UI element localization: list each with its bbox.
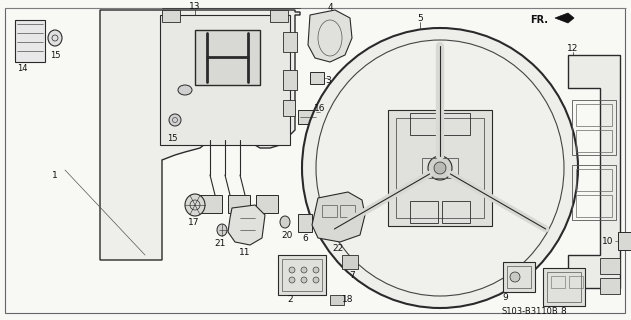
Bar [160,15,290,145]
Text: 3: 3 [325,76,331,84]
Bar [278,255,326,295]
Text: 2: 2 [287,295,293,305]
Polygon shape [568,55,620,288]
Bar [600,278,620,294]
Bar [388,110,492,226]
Polygon shape [555,13,574,23]
Bar [576,169,612,191]
Bar [283,32,297,52]
Ellipse shape [313,277,319,283]
Polygon shape [228,205,265,245]
Text: 1: 1 [52,171,58,180]
Bar [551,276,565,288]
Bar [283,100,295,116]
Text: 13: 13 [189,2,201,11]
Bar [283,70,297,90]
Bar [618,232,631,250]
Bar [576,195,612,217]
Bar [422,158,458,178]
Ellipse shape [510,272,520,282]
Bar [340,205,355,217]
Ellipse shape [301,267,307,273]
Bar [282,259,322,291]
Bar [572,100,616,155]
Ellipse shape [280,216,290,228]
Bar [162,10,180,22]
Text: 21: 21 [215,238,226,247]
Bar [600,258,620,274]
Ellipse shape [48,30,62,46]
Text: 10: 10 [602,236,614,245]
Bar [342,255,358,269]
Text: 15: 15 [50,51,60,60]
Text: 4: 4 [327,3,333,12]
Text: 7: 7 [349,270,355,279]
Text: 22: 22 [333,244,344,252]
Bar [503,262,535,292]
Ellipse shape [169,114,181,126]
Text: 11: 11 [239,247,251,257]
Bar [256,195,278,213]
Bar [228,195,250,213]
Text: 17: 17 [188,218,200,227]
Polygon shape [308,10,352,62]
Text: 8: 8 [560,308,566,316]
Bar [330,295,344,305]
Ellipse shape [313,267,319,273]
Text: 6: 6 [302,234,308,243]
Ellipse shape [289,277,295,283]
Text: 20: 20 [281,230,293,239]
Ellipse shape [316,40,564,296]
Ellipse shape [434,162,446,174]
Bar [442,201,470,223]
Ellipse shape [302,28,578,308]
Bar [270,10,288,22]
Ellipse shape [217,224,227,236]
Ellipse shape [301,277,307,283]
Ellipse shape [185,194,205,216]
Bar [200,195,222,213]
Text: 16: 16 [314,103,326,113]
Polygon shape [100,10,300,260]
Bar [442,113,470,135]
Text: FR.: FR. [530,15,548,25]
Bar [396,118,484,218]
Text: 14: 14 [17,63,27,73]
Bar [410,201,438,223]
Text: 9: 9 [502,293,508,302]
Bar [507,266,531,288]
Text: 18: 18 [342,295,354,305]
Bar [576,104,612,126]
Bar [15,20,45,62]
Ellipse shape [428,156,452,180]
Ellipse shape [178,85,192,95]
Bar [322,205,337,217]
Text: 15: 15 [167,133,177,142]
Bar [547,272,581,302]
Bar [298,110,316,124]
Bar [195,30,260,85]
Bar [569,276,583,288]
Text: 5: 5 [417,13,423,22]
Bar [310,72,324,84]
Bar [576,130,612,152]
Bar [572,165,616,220]
Bar [298,214,312,232]
Bar [410,113,438,135]
Text: S103-B3110B: S103-B3110B [502,308,558,316]
Text: 12: 12 [567,44,579,52]
Ellipse shape [289,267,295,273]
Bar [543,268,585,306]
Polygon shape [312,192,365,242]
